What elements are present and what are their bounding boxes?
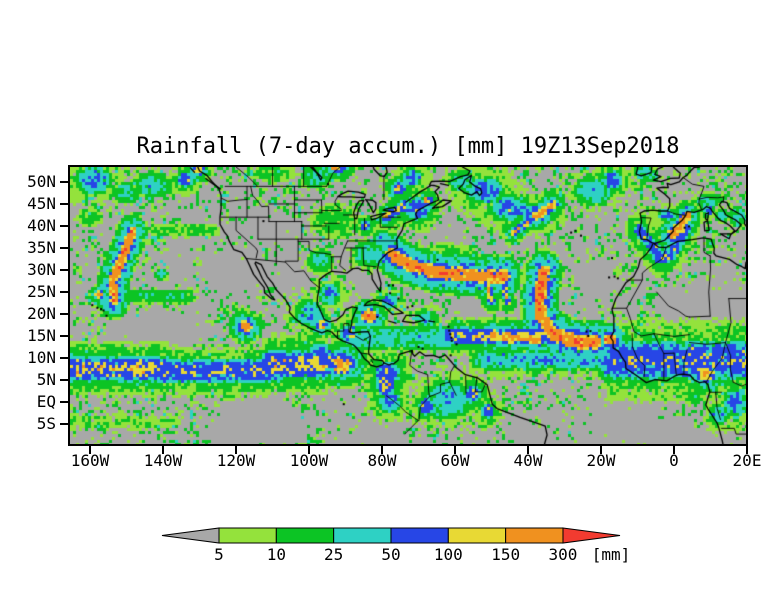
lon-tick-label: 140W (143, 451, 183, 470)
colorbar-below-arrow (161, 527, 220, 544)
colorbar-segment (390, 527, 449, 544)
lat-tick-mark (60, 379, 68, 381)
colorbar-tick-label: 5 (214, 545, 224, 564)
lon-tick-mark (381, 446, 383, 454)
lat-tick-mark (60, 423, 68, 425)
lat-tick-mark (60, 203, 68, 205)
lat-tick-mark (60, 181, 68, 183)
colorbar-segment (447, 527, 507, 544)
lon-tick-mark (454, 446, 456, 454)
colorbar-tick-label: 100 (433, 545, 463, 564)
lon-tick-mark (89, 446, 91, 454)
lon-tick-label: 60W (440, 451, 470, 470)
lat-tick-label: 5S (36, 414, 56, 433)
colorbar-segment (275, 527, 335, 544)
lat-tick-label: EQ (36, 392, 56, 411)
colorbar-above-arrow (562, 527, 621, 544)
colorbar-segment (333, 527, 392, 544)
lon-tick-label: 160W (70, 451, 110, 470)
lon-tick-label: 20W (586, 451, 616, 470)
lat-tick-label: 30N (27, 260, 56, 279)
lat-tick-mark (60, 357, 68, 359)
lon-tick-label: 120W (216, 451, 256, 470)
lat-tick-label: 40N (27, 216, 56, 235)
rainfall-map-canvas (70, 167, 746, 444)
lat-tick-label: 15N (27, 326, 56, 345)
lon-tick-label: 80W (367, 451, 397, 470)
lon-tick-label: 20E (732, 451, 762, 470)
lat-tick-mark (60, 335, 68, 337)
lat-tick-mark (60, 313, 68, 315)
lat-tick-mark (60, 269, 68, 271)
colorbar-tick-label: 50 (381, 545, 401, 564)
lon-tick-mark (162, 446, 164, 454)
lat-tick-mark (60, 401, 68, 403)
lon-tick-mark (308, 446, 310, 454)
lat-tick-mark (60, 247, 68, 249)
lon-tick-mark (600, 446, 602, 454)
lon-tick-label: 0 (669, 451, 679, 470)
colorbar-unit-label: [mm] (591, 545, 631, 564)
colorbar-tick-label: 10 (266, 545, 286, 564)
lon-tick-mark (673, 446, 675, 454)
colorbar-tick-label: 150 (491, 545, 521, 564)
colorbar-segment (505, 527, 564, 544)
lat-tick-label: 35N (27, 238, 56, 257)
lon-tick-mark (235, 446, 237, 454)
colorbar-segment (218, 527, 277, 544)
plot-title: Rainfall (7-day accum.) [mm] 19Z13Sep201… (136, 134, 680, 159)
lon-tick-label: 40W (513, 451, 543, 470)
lat-tick-label: 20N (27, 304, 56, 323)
lon-tick-label: 100W (289, 451, 329, 470)
lat-tick-label: 10N (27, 348, 56, 367)
lat-tick-label: 45N (27, 194, 56, 213)
lat-tick-mark (60, 225, 68, 227)
lat-tick-label: 25N (27, 282, 56, 301)
colorbar (161, 527, 621, 544)
lon-tick-mark (746, 446, 748, 454)
lat-tick-label: 5N (36, 370, 56, 389)
lat-tick-mark (60, 291, 68, 293)
colorbar-tick-label: 25 (324, 545, 344, 564)
lat-tick-label: 50N (27, 172, 56, 191)
colorbar-tick-label: 300 (548, 545, 578, 564)
lon-tick-mark (527, 446, 529, 454)
map-frame (68, 165, 748, 446)
